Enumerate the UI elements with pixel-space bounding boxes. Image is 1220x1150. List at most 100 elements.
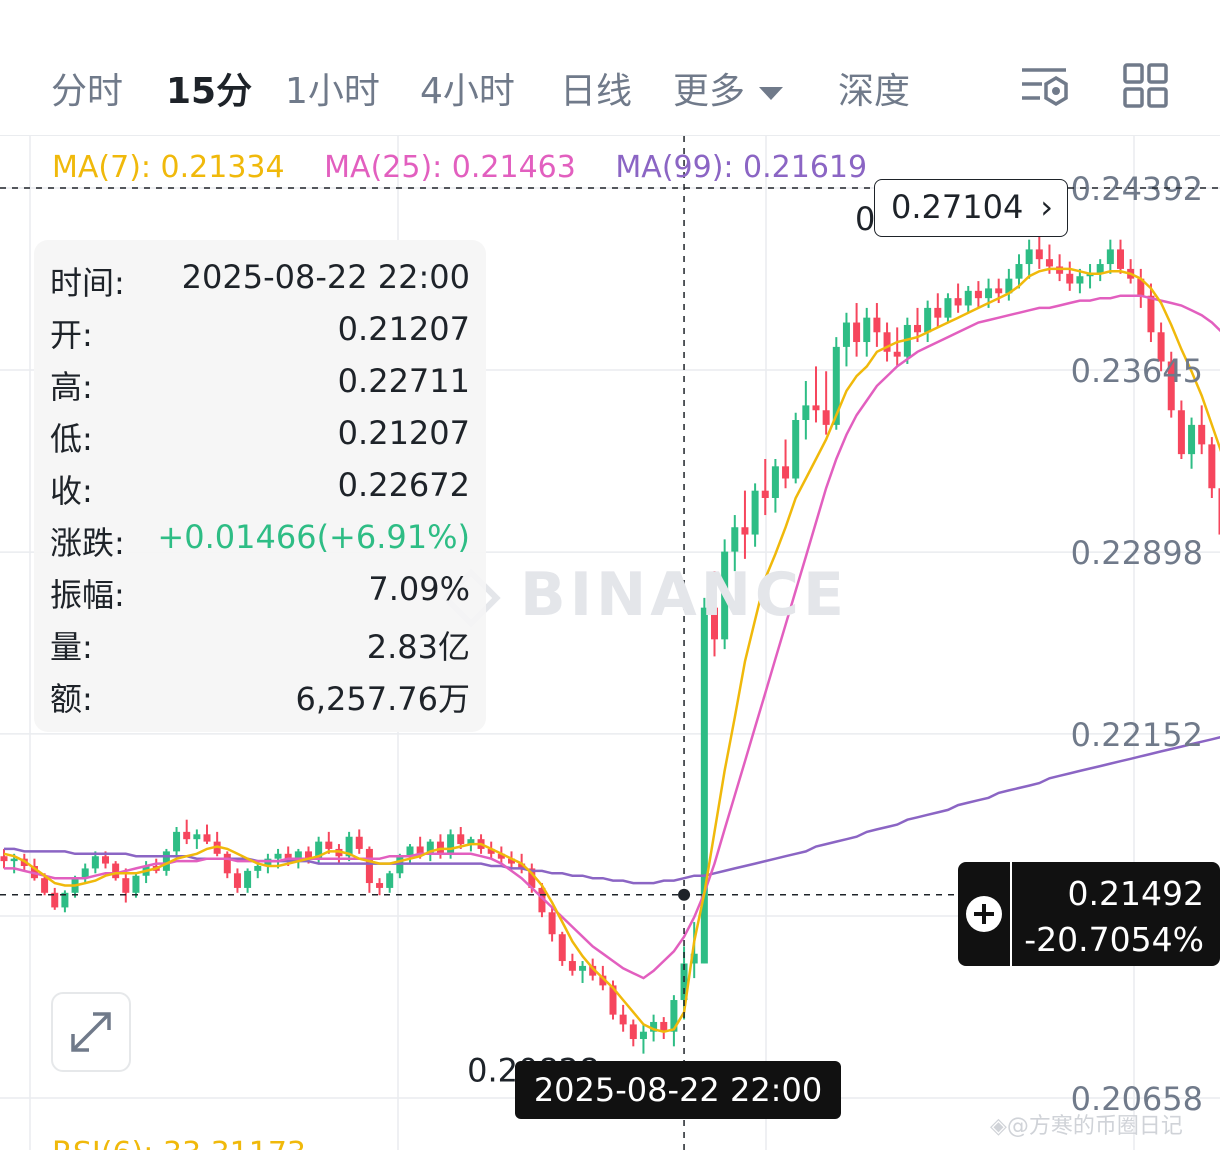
candle-body — [355, 836, 363, 849]
tab-15min[interactable]: 15分 — [166, 71, 253, 112]
candle-body — [771, 466, 779, 498]
candle-body — [568, 961, 576, 971]
candle-body — [1096, 264, 1104, 274]
candle-body — [41, 878, 49, 893]
info-value: 2.83亿 — [366, 628, 470, 666]
candle-body — [660, 1021, 668, 1032]
candle-body — [609, 985, 617, 1015]
y-axis-tick-label: 0.20658 — [1071, 1080, 1203, 1118]
candle-body — [162, 851, 170, 871]
info-row: 额: 6,257.76万 — [50, 674, 470, 726]
info-value: 6,257.76万 — [295, 680, 470, 718]
info-row: 涨跌: +0.01466(+6.91%) — [50, 518, 470, 570]
candle-body — [528, 868, 536, 888]
candle-body — [711, 607, 718, 640]
candle-body — [1208, 444, 1216, 489]
candle-body — [700, 607, 708, 964]
candle-body — [305, 851, 312, 859]
candle-body — [1218, 488, 1220, 535]
info-key: 高: — [50, 368, 93, 406]
candle-body — [914, 324, 921, 333]
candle-body — [294, 851, 302, 862]
tab-4hour[interactable]: 4小时 — [420, 71, 515, 112]
candle-body — [1106, 249, 1114, 265]
ma25-line — [4, 294, 1220, 980]
ma99-legend: MA(99): 0.21619 — [615, 150, 868, 185]
candle-body — [457, 834, 465, 845]
candle-body — [538, 887, 546, 913]
info-value: 0.22711 — [337, 362, 470, 400]
candle-body — [1015, 264, 1023, 279]
candle-body — [731, 527, 739, 552]
candle-body — [345, 836, 353, 857]
candle-body — [589, 965, 597, 976]
ma7-line — [3, 267, 1220, 1033]
candle-body — [467, 839, 475, 845]
candle-body — [426, 841, 434, 854]
candle-body — [751, 490, 759, 535]
candle-body — [863, 317, 871, 343]
info-row: 时间: 2025-08-22 22:00 — [50, 258, 470, 310]
candle-body — [579, 965, 587, 971]
candle-body — [964, 290, 972, 306]
timeframe-tabs: 分时 15分 1小时 4小时 日线 更多 深度 — [0, 0, 1220, 136]
candle-body — [558, 934, 566, 962]
crosshair-price-box: 0.21492 -20.7054% — [958, 862, 1220, 966]
candle-body — [315, 841, 323, 859]
candle-body — [1167, 361, 1175, 411]
candle-body — [406, 846, 414, 857]
add-order-icon[interactable] — [966, 896, 1002, 932]
candle-body — [1005, 278, 1013, 294]
candle-body — [416, 846, 424, 854]
candle-body — [934, 307, 942, 318]
ma7-legend: MA(7): 0.21334 — [52, 150, 285, 185]
tab-daily[interactable]: 日线 — [560, 71, 633, 112]
candle-body — [812, 405, 820, 411]
source-credit: ◈@方寒的币圈日记 — [990, 1114, 1183, 1139]
candle-body — [193, 834, 201, 840]
tab-more-label: 更多 — [673, 71, 746, 112]
candle-body — [924, 307, 932, 333]
chevron-right-icon: › — [1040, 188, 1053, 226]
candle-body — [233, 873, 241, 888]
chevron-down-icon — [759, 86, 784, 100]
info-row: 高: 0.22711 — [50, 362, 470, 414]
info-key: 量: — [50, 628, 93, 666]
latest-price-chip[interactable]: 0.27104 › — [874, 179, 1068, 237]
candle-body — [690, 953, 698, 964]
info-value: 2025-08-22 22:00 — [181, 258, 470, 296]
candle-body — [102, 856, 109, 864]
candle-body — [619, 1014, 627, 1025]
info-value: 0.22672 — [337, 466, 470, 504]
y-axis-labels: 0.243920.236450.228980.221520.206580.242… — [467, 170, 1203, 1118]
candle-body — [508, 858, 515, 864]
info-value: 0.21207 — [337, 414, 470, 452]
candle-body — [782, 466, 790, 479]
tab-time-sharing[interactable]: 分时 — [51, 71, 124, 112]
grid-layout-icon[interactable] — [1121, 62, 1171, 110]
fullscreen-button[interactable] — [51, 992, 131, 1072]
info-row: 收: 0.22672 — [50, 466, 470, 518]
ma25-legend: MA(25): 0.21463 — [324, 150, 576, 185]
candle-body — [985, 288, 993, 299]
candle-body — [670, 1000, 678, 1032]
candle-body — [365, 848, 373, 884]
y-axis-tick-label: 0.23645 — [1071, 352, 1203, 390]
expand-icon — [71, 1012, 111, 1052]
candle-body — [203, 834, 211, 842]
tab-depth[interactable]: 深度 — [838, 71, 911, 112]
tab-1hour[interactable]: 1小时 — [285, 71, 380, 112]
info-key: 低: — [50, 420, 93, 458]
tab-more[interactable]: 更多 — [673, 62, 784, 114]
candle-body — [954, 298, 962, 306]
info-value: 7.09% — [368, 570, 470, 608]
info-row: 量: 2.83亿 — [50, 622, 470, 674]
candle-body — [386, 873, 394, 888]
watermark-text: BINANCE — [520, 560, 848, 630]
ma-lines — [3, 267, 1220, 1033]
candle-body — [0, 856, 8, 862]
candle-body — [61, 892, 69, 908]
indicator-settings-icon[interactable] — [1020, 62, 1070, 110]
candle-body — [122, 878, 130, 893]
candle-body — [1188, 424, 1196, 455]
